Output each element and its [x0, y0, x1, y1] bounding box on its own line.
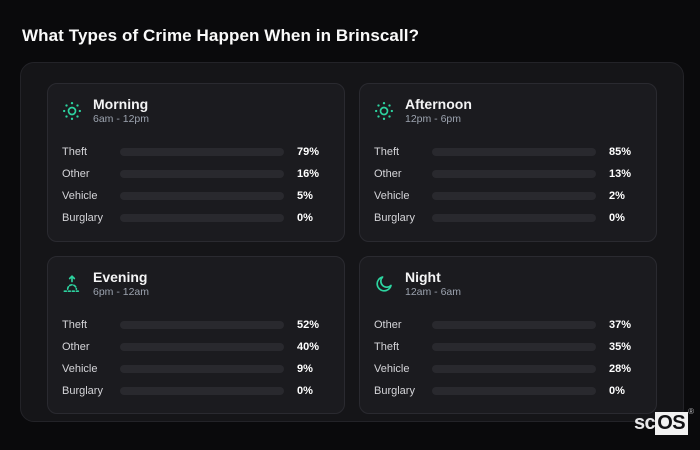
moon-icon	[374, 274, 394, 294]
bar-track	[432, 342, 596, 351]
bar-track	[432, 148, 596, 156]
bar-value: 0%	[297, 384, 313, 397]
bar-row: Vehicle 5%	[62, 185, 330, 207]
bar-track	[120, 148, 284, 156]
bar-row: Theft 79%	[62, 141, 330, 163]
bar-row: Burglary 0%	[374, 207, 642, 229]
bar-track	[120, 342, 284, 351]
bar-label: Burglary	[62, 384, 103, 397]
bar-row: Theft 52%	[62, 314, 330, 336]
bar-rows: Other 37% Theft 35% Vehicle 28% Burglary…	[374, 314, 642, 402]
bar-row: Other 37%	[374, 314, 642, 336]
watermark-brand: OS	[655, 412, 689, 435]
bar-rows: Theft 79% Other 16% Vehicle 5% Burglary …	[62, 141, 330, 229]
bar-track	[120, 386, 284, 395]
panel-afternoon-header: Afternoon 12pm - 6pm	[374, 96, 642, 126]
panel-evening: Evening 6pm - 12am Theft 52% Other 40% V…	[47, 255, 345, 414]
bar-track	[432, 214, 596, 222]
bar-track	[432, 170, 596, 178]
bar-rows: Theft 85% Other 13% Vehicle 2% Burglary …	[374, 141, 642, 229]
page-title: What Types of Crime Happen When in Brins…	[22, 26, 420, 45]
panel-morning-header: Morning 6am - 12pm	[62, 96, 330, 126]
panel-title: Night	[405, 268, 441, 285]
bar-row: Other 16%	[62, 163, 330, 185]
bar-track	[120, 320, 284, 329]
sunrise-icon	[62, 274, 82, 294]
bar-label: Vehicle	[62, 190, 98, 202]
bar-label: Burglary	[374, 212, 415, 224]
bar-value: 40%	[297, 340, 320, 353]
bar-row: Vehicle 28%	[374, 358, 642, 380]
panel-subtitle: 12pm - 6pm	[405, 113, 462, 125]
bar-label: Other	[62, 340, 90, 353]
sun-icon	[62, 101, 82, 121]
sun-icon	[374, 101, 394, 121]
bar-track	[120, 170, 284, 178]
bar-label: Other	[374, 168, 402, 180]
bar-row: Vehicle 9%	[62, 358, 330, 380]
bar-track	[432, 192, 596, 200]
bar-label: Vehicle	[62, 362, 98, 375]
bar-value: 5%	[297, 190, 313, 202]
bar-row: Burglary 0%	[62, 207, 330, 229]
bar-row: Vehicle 2%	[374, 185, 642, 207]
bar-value: 35%	[609, 340, 632, 353]
bar-row: Theft 85%	[374, 141, 642, 163]
bar-rows: Theft 52% Other 40% Vehicle 9% Burglary …	[62, 314, 330, 402]
bar-value: 28%	[609, 362, 632, 375]
bar-value: 0%	[609, 384, 625, 397]
watermark-logo: sc OS ®	[633, 408, 694, 435]
panel-evening-header: Evening 6pm - 12am	[62, 269, 330, 299]
bar-label: Vehicle	[374, 362, 410, 375]
bar-value: 9%	[297, 362, 313, 375]
bar-row: Other 40%	[62, 336, 330, 358]
bar-row: Other 13%	[374, 163, 642, 185]
bar-value: 13%	[609, 168, 632, 180]
bar-row: Burglary 0%	[62, 380, 330, 402]
panel-afternoon: Afternoon 12pm - 6pm Theft 85% Other 13%…	[359, 83, 657, 242]
panel-subtitle: 6am - 12pm	[93, 113, 150, 125]
panel-title: Afternoon	[405, 96, 472, 112]
bar-track	[432, 386, 596, 395]
bar-row: Theft 35%	[374, 336, 642, 358]
watermark-prefix: sc	[633, 412, 656, 434]
bar-label: Theft	[62, 146, 88, 158]
bar-label: Other	[62, 168, 90, 180]
bar-value: 16%	[297, 168, 320, 180]
bar-label: Other	[374, 318, 402, 331]
registered-mark: ®	[688, 407, 694, 416]
panel-subtitle: 12am - 6am	[405, 285, 462, 298]
bar-value: 2%	[609, 190, 625, 202]
panel-night-header: Night 12am - 6am	[374, 269, 642, 299]
panel-night: Night 12am - 6am Other 37% Theft 35% Veh…	[359, 255, 657, 414]
bar-value: 0%	[297, 212, 313, 224]
bar-track	[120, 364, 284, 373]
bar-label: Theft	[62, 318, 88, 331]
dashboard-container: Morning 6am - 12pm Theft 79% Other 16% V…	[20, 62, 684, 422]
bar-value: 79%	[297, 146, 320, 158]
bar-track	[120, 192, 284, 200]
bar-row: Burglary 0%	[374, 380, 642, 402]
panel-subtitle: 6pm - 12am	[93, 285, 150, 298]
bar-label: Theft	[374, 340, 400, 353]
bar-track	[120, 214, 284, 222]
bar-value: 52%	[297, 318, 320, 331]
bar-value: 85%	[609, 146, 632, 158]
panel-title: Evening	[93, 268, 148, 285]
bar-track	[432, 320, 596, 329]
bar-value: 37%	[609, 318, 632, 331]
panel-morning: Morning 6am - 12pm Theft 79% Other 16% V…	[47, 83, 345, 242]
bar-label: Vehicle	[374, 190, 410, 202]
bar-label: Burglary	[374, 384, 415, 397]
bar-label: Burglary	[62, 212, 103, 224]
panel-title: Morning	[93, 96, 149, 112]
bar-value: 0%	[609, 212, 625, 224]
bar-track	[432, 364, 596, 373]
bar-label: Theft	[374, 146, 400, 158]
